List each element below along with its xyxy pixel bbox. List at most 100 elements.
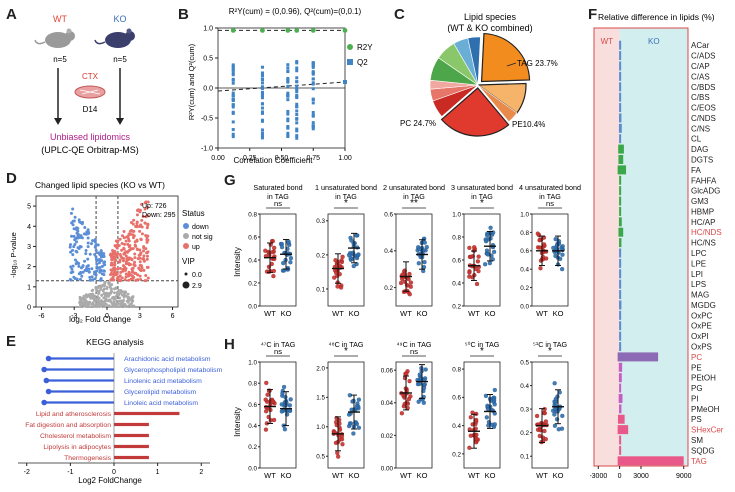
d-point-notsig [114,305,118,308]
d-point-down [97,258,101,262]
e-category-label: Arachidonic acid metabolism [124,356,211,363]
dot-ytick-label: 0.3 [316,218,325,225]
d-point-up [143,207,147,211]
b-q2-point [295,112,299,116]
legend-vip-high: 2.9 [192,283,202,290]
b-q2-point [311,77,315,81]
e-bar-pos [114,444,149,449]
b-xtick-label: 0.25 [243,155,257,162]
dot-title: ⁵¹C in TAG [533,340,568,349]
d-point-up [142,268,146,272]
e-category-label: Lipolysis in adipocytes [43,444,111,451]
f-category-label: C/BS [691,93,710,102]
d-point-up [146,200,150,204]
b-r2y-point [260,28,265,33]
f-category-label: PEtOH [691,374,716,383]
b-q2-point [295,102,299,106]
dot-ytick-label: 0.06 [381,368,394,375]
d-point-notsig [100,294,104,297]
ko-mouse-icon [94,28,135,48]
dot-point [484,233,490,238]
d-point-up [141,215,145,219]
d-point-down [83,225,87,229]
d-point-up [146,265,150,269]
f-bar [619,383,622,393]
d-point-down [97,261,101,265]
dot-point [288,260,293,265]
legend-q2: Q2 [357,58,368,67]
dot-ytick-label: 1.0 [248,359,257,366]
d-point-up [140,202,144,206]
d-point-up [114,272,118,276]
f-bar [618,217,622,227]
legend-up: up [192,244,200,251]
f-bar [619,175,622,185]
d-point-up [145,235,149,239]
f-bar [618,393,623,403]
d-point-up [143,201,147,205]
dot-ytick-label: 0.6 [248,402,257,409]
e-lollipop-head [41,366,47,373]
e-category-label: Glycerophospholipid metabolism [124,367,222,374]
d-point-notsig [115,299,118,303]
e-bar-pos [114,422,149,427]
d-point-down [103,263,107,267]
b-q2-point [286,84,290,88]
f-bar [619,196,622,206]
d-point-notsig [108,292,112,296]
b-xtick-label: 1.00 [338,155,352,162]
dot-point [416,261,421,266]
dot-point [264,380,269,386]
d-point-up [133,260,137,264]
d-point-down [88,275,92,279]
f-category-label: OxPC [691,311,713,320]
d-point-down [78,277,82,281]
f-category-label: SQDG [691,446,715,455]
dot-point [263,397,268,402]
panel-c-pie: Lipid species (WT & KO combined) TAG 23.… [400,12,558,137]
dot-group-label: WT [536,309,548,318]
dot-ytick-label: 0.2 [248,280,257,287]
f-category-label: C/EOS [691,104,716,113]
d-point-down [90,275,94,279]
f-bar [619,331,622,341]
d-point-up [124,254,128,258]
dot-point [538,266,543,271]
f-category-label: C/NS [691,124,710,133]
d-point-up [109,271,113,275]
d-point-up [138,260,142,264]
dot-point [281,384,287,390]
dot-ytick-label: 0.2 [316,252,325,259]
e-bar-pos [114,411,180,416]
b-ytick-label: -1.0 [201,146,213,153]
b-q2-point [286,91,290,95]
panel-a-schematic: WT KO n=5 n=5 CTX D14 Unbiased lipidomic… [34,14,139,155]
f-category-label: OxPS [691,343,712,352]
dot-point [354,404,360,409]
d-point-down [72,234,76,238]
ctx-label: CTX [82,72,99,81]
d-point-up [132,263,136,267]
b-q2-point [295,90,299,94]
f-category-label: PG [691,384,703,393]
dot-point [474,281,480,287]
dot-point [535,231,540,236]
f-bar [619,258,622,268]
d-xtick-label: 6 [171,313,175,320]
b-q2-point [260,90,264,94]
panel-b-title: R²Y(cum) = (0,0.96), Q²(cum)=(0,0.1) [229,7,362,16]
d-point-up [127,278,131,282]
dot-point [553,236,558,242]
f-category-label: C/BDS [691,83,715,92]
dot-sig-label: ns [274,199,282,208]
dot-ytick-label: 0.6 [248,234,257,241]
dot-point [423,367,428,372]
b-q2-point [311,111,315,115]
f-bar [618,362,623,372]
b-q2-point [286,109,290,113]
dot-ytick-label: 0.5 [316,454,325,461]
dot-group-label: KO [553,309,564,318]
f-xtick-label: 0 [618,473,622,480]
d-point-notsig [106,294,109,298]
f-bar [619,300,622,310]
